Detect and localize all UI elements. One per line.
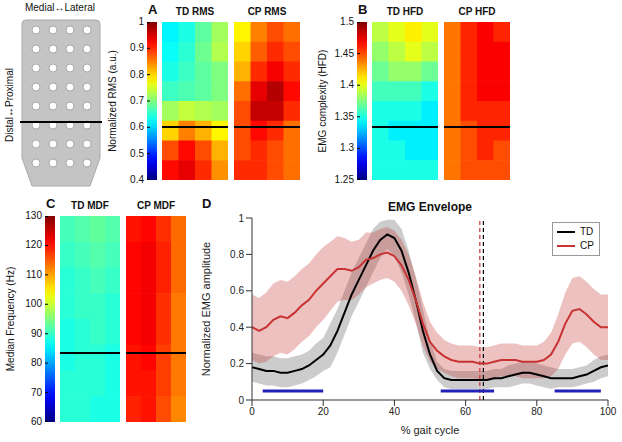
html-text:0.9: 0.9 [130,42,144,54]
html-text:0.8: 0.8 [130,68,144,80]
html-text:TD: TD [580,226,594,237]
svg-text:% gait cycle: % gait cycle [401,424,460,436]
html-text:0.6: 0.6 [130,121,144,133]
html-text:EMG complexity (HFD): EMG complexity (HFD) [316,49,328,153]
svg-text:80: 80 [531,406,543,417]
html-text:0.5: 0.5 [130,147,144,159]
svg-text:0.8: 0.8 [230,249,244,260]
svg-text:0.4: 0.4 [230,322,244,333]
html-text:A: A [148,2,158,17]
svg-text:20: 20 [318,406,330,417]
html-text:CP: CP [580,240,594,251]
html-text:1.35: 1.35 [334,110,354,122]
html-text:Medial↔Lateral: Medial↔Lateral [25,2,95,13]
html-text:130: 130 [25,210,42,221]
html-text:1.5: 1.5 [340,16,354,27]
html-text:60: 60 [30,416,42,427]
html-text:B: B [358,2,368,17]
html-text:CP HFD: CP HFD [458,6,496,17]
html-text:TD MDF: TD MDF [71,200,109,211]
html-text:Normalized RMS (a.u.): Normalized RMS (a.u.) [106,50,118,152]
html-text:80: 80 [30,357,42,369]
svg-text:0.2: 0.2 [230,358,244,369]
html-text:120: 120 [25,239,42,251]
html-text:1.45: 1.45 [334,47,354,59]
svg-text:40: 40 [389,406,401,417]
html-text:0.4: 0.4 [130,174,144,185]
html-text:C: C [46,196,56,211]
svg-text:100: 100 [600,406,617,417]
svg-text:60: 60 [460,406,472,417]
html-text:100: 100 [25,298,42,310]
html-text:EMG Envelope: EMG Envelope [388,200,472,214]
html-text:1.25: 1.25 [334,174,354,185]
svg-text:0.6: 0.6 [230,285,244,296]
html-text:70: 70 [30,386,42,398]
html-text:CP MDF: CP MDF [136,200,176,211]
svg-text:0: 0 [249,406,255,417]
html-text:110: 110 [26,268,42,280]
html-text:1.4: 1.4 [340,79,354,91]
html-text:90: 90 [30,327,42,339]
svg-text:Normalized EMG amplitude: Normalized EMG amplitude [200,242,212,377]
html-text:TD HFD: TD HFD [386,6,424,17]
html-text:Distal↔Proximal: Distal↔Proximal [3,68,15,142]
html-text:1.3: 1.3 [340,142,354,154]
html-text:TD RMS: TD RMS [175,6,215,17]
svg-text:0: 0 [238,395,244,406]
html-text:CP RMS: CP RMS [247,6,287,17]
html-text:0.7: 0.7 [130,95,144,106]
html-text:1: 1 [138,16,144,27]
html-text:D: D [202,196,212,211]
html-text:Median Frequency (Hz): Median Frequency (Hz) [4,266,16,372]
svg-text:1: 1 [238,213,244,224]
